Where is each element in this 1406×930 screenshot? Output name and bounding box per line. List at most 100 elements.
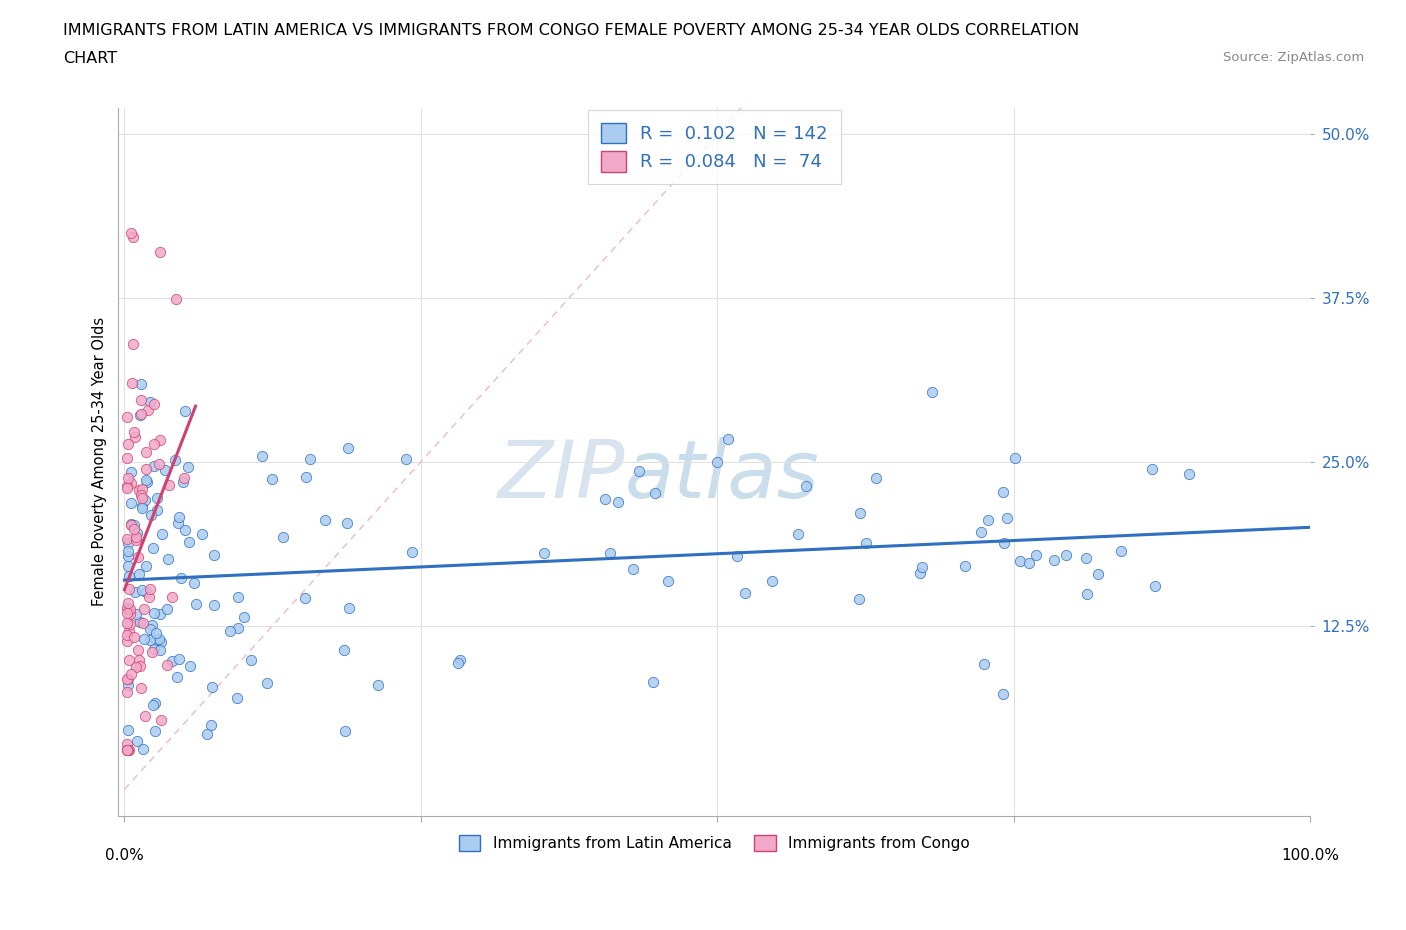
Point — [367, 678, 389, 693]
Point — [148, 457, 170, 472]
Point — [333, 724, 356, 738]
Point — [337, 601, 360, 616]
Point — [993, 485, 1015, 499]
Point — [145, 632, 167, 647]
Point — [1074, 550, 1097, 565]
Point — [131, 498, 153, 513]
Point — [131, 501, 153, 516]
Point — [115, 743, 138, 758]
Point — [118, 617, 141, 631]
Point — [240, 653, 263, 668]
Point — [1018, 556, 1040, 571]
Point — [131, 616, 153, 631]
Point — [115, 737, 138, 751]
Point — [200, 717, 222, 732]
Point — [115, 605, 138, 620]
Point — [150, 712, 173, 727]
Point — [141, 618, 163, 632]
Point — [734, 585, 756, 600]
Point — [129, 680, 152, 695]
Point — [256, 675, 278, 690]
Point — [122, 518, 145, 533]
Point — [447, 656, 470, 671]
Text: 0.0%: 0.0% — [105, 848, 143, 863]
Point — [135, 585, 157, 600]
Point — [131, 490, 153, 505]
Point — [657, 574, 679, 589]
Point — [1109, 543, 1132, 558]
Text: Source: ZipAtlas.com: Source: ZipAtlas.com — [1223, 51, 1364, 64]
Point — [195, 726, 218, 741]
Point — [173, 523, 195, 538]
Point — [955, 558, 977, 573]
Point — [1143, 579, 1166, 594]
Point — [134, 709, 156, 724]
Point — [122, 337, 145, 352]
Point — [143, 724, 166, 738]
Point — [117, 743, 139, 758]
Point — [120, 496, 142, 511]
Point — [117, 582, 139, 597]
Point — [593, 491, 616, 506]
Point — [129, 393, 152, 408]
Point — [128, 653, 150, 668]
Point — [848, 506, 870, 521]
Point — [115, 633, 138, 648]
Point — [124, 430, 146, 445]
Point — [115, 478, 138, 493]
Point — [117, 602, 139, 617]
Point — [139, 508, 162, 523]
Point — [179, 658, 201, 673]
Point — [117, 678, 139, 693]
Point — [118, 601, 141, 616]
Point — [855, 536, 877, 551]
Point — [995, 511, 1018, 525]
Point — [122, 229, 145, 244]
Point — [644, 485, 666, 500]
Point — [170, 570, 193, 585]
Point — [250, 448, 273, 463]
Point — [146, 490, 169, 505]
Point — [1054, 547, 1077, 562]
Point — [160, 654, 183, 669]
Point — [173, 471, 195, 485]
Point — [848, 591, 870, 606]
Point — [127, 550, 149, 565]
Point — [134, 493, 156, 508]
Point — [294, 470, 316, 485]
Point — [395, 451, 418, 466]
Point — [120, 476, 142, 491]
Point — [136, 403, 159, 418]
Point — [865, 471, 887, 485]
Point — [129, 406, 152, 421]
Point — [131, 583, 153, 598]
Point — [118, 743, 141, 758]
Point — [143, 696, 166, 711]
Point — [149, 432, 172, 447]
Point — [156, 602, 179, 617]
Point — [142, 458, 165, 473]
Point — [314, 512, 336, 527]
Point — [226, 620, 249, 635]
Point — [706, 455, 728, 470]
Point — [127, 643, 149, 658]
Point — [1140, 461, 1163, 476]
Point — [125, 533, 148, 548]
Point — [115, 672, 138, 687]
Point — [142, 541, 165, 556]
Point — [149, 245, 172, 259]
Point — [120, 667, 142, 682]
Point — [135, 559, 157, 574]
Point — [332, 643, 354, 658]
Point — [977, 512, 1000, 527]
Point — [172, 474, 194, 489]
Point — [142, 396, 165, 411]
Point — [117, 558, 139, 573]
Legend: Immigrants from Latin America, Immigrants from Congo: Immigrants from Latin America, Immigrant… — [453, 830, 976, 857]
Point — [165, 291, 187, 306]
Point — [294, 591, 316, 605]
Point — [134, 631, 156, 646]
Point — [115, 601, 138, 616]
Point — [117, 472, 139, 486]
Point — [128, 566, 150, 581]
